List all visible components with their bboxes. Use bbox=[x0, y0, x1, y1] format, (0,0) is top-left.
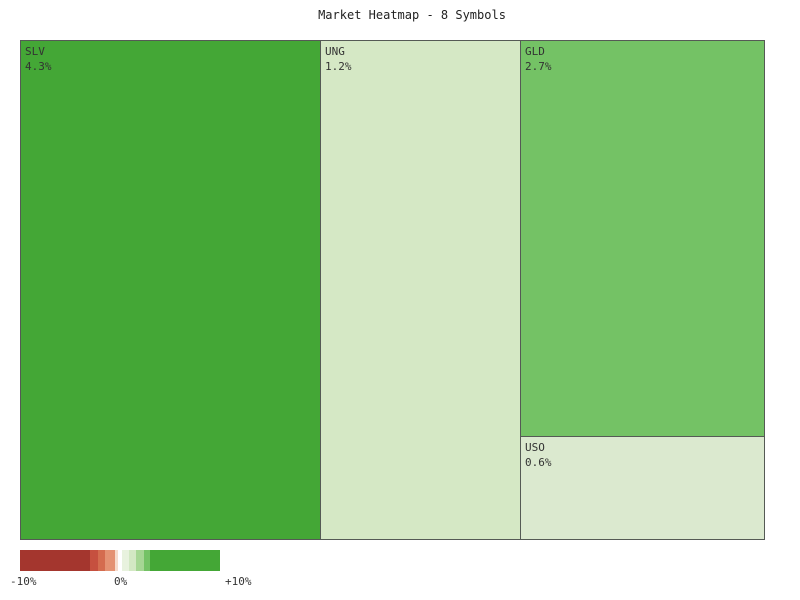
legend-swatch bbox=[90, 550, 98, 571]
legend-swatch bbox=[129, 550, 136, 571]
chart-title: Market Heatmap - 8 Symbols bbox=[318, 8, 506, 22]
legend-swatch bbox=[122, 550, 129, 571]
tile-slv[interactable]: SLV 4.3% bbox=[20, 40, 321, 540]
tile-change: 1.2% bbox=[325, 60, 352, 73]
tile-gld[interactable]: GLD 2.7% bbox=[520, 40, 765, 438]
legend-swatch bbox=[105, 550, 115, 571]
legend-swatch bbox=[118, 550, 122, 571]
tile-symbol: UNG bbox=[325, 45, 345, 58]
tile-symbol: USO bbox=[525, 441, 545, 454]
legend-swatch bbox=[144, 550, 150, 571]
legend-swatch bbox=[136, 550, 144, 571]
legend-swatch bbox=[20, 550, 90, 571]
tile-symbol: GLD bbox=[525, 45, 545, 58]
legend-swatch bbox=[115, 550, 118, 571]
legend-swatch bbox=[98, 550, 105, 571]
tile-change: 0.6% bbox=[525, 456, 552, 469]
legend-max-label: +10% bbox=[225, 575, 252, 588]
legend-min-label: -10% bbox=[10, 575, 37, 588]
tile-ung[interactable]: UNG 1.2% bbox=[320, 40, 522, 540]
legend-mid-label: 0% bbox=[114, 575, 128, 588]
tile-symbol: SLV bbox=[25, 45, 45, 58]
color-scale-legend bbox=[20, 550, 220, 571]
tile-change: 2.7% bbox=[525, 60, 552, 73]
legend-swatch bbox=[150, 550, 220, 571]
tile-uso[interactable]: USO 0.6% bbox=[520, 436, 765, 540]
tile-change: 4.3% bbox=[25, 60, 52, 73]
